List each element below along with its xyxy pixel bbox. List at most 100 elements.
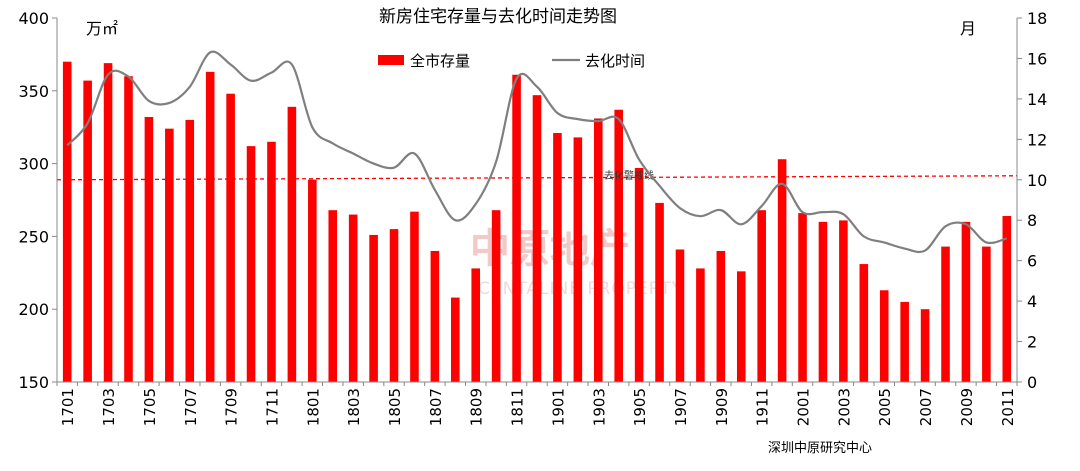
left-tick-label: 300 (18, 155, 49, 174)
reference-line-label: 去化警戒线 (604, 169, 654, 182)
bar-1907 (675, 249, 685, 382)
x-tick-label: 1907 (672, 388, 690, 426)
right-tick-label: 14 (1027, 90, 1047, 109)
bar-2010 (982, 246, 991, 382)
legend-label-line: 去化时间 (585, 52, 645, 70)
bar-1712 (287, 106, 297, 382)
bar-1710 (246, 146, 256, 382)
legend-label-bar: 全市存量 (410, 52, 470, 70)
bar-1705 (144, 117, 154, 382)
bar-1906 (655, 202, 664, 382)
x-tick-label: 2009 (958, 388, 976, 426)
bar-1804 (369, 234, 378, 382)
bar-2009 (961, 221, 971, 382)
legend: 全市存量 去化时间 (378, 52, 645, 70)
bar-1702 (83, 80, 92, 383)
bar-2006 (900, 301, 909, 382)
right-tick-label: 2 (1027, 333, 1037, 352)
left-axis-unit: 万㎡ (86, 19, 118, 38)
bar-1806 (410, 211, 419, 382)
x-tick-label: 1909 (713, 388, 731, 426)
bars-group (62, 61, 1012, 383)
bar-1901 (553, 133, 562, 382)
right-tick-label: 8 (1027, 211, 1037, 230)
bar-1802 (328, 210, 338, 382)
bar-1707 (185, 119, 195, 383)
bar-1910 (736, 271, 746, 382)
left-tick-label: 350 (18, 82, 49, 101)
bar-1803 (348, 214, 358, 382)
right-tick-label: 10 (1027, 171, 1047, 190)
x-tick-label: 1701 (59, 388, 77, 426)
x-tick-label: 2011 (999, 388, 1017, 426)
bar-1708 (205, 71, 215, 383)
bar-1807 (430, 250, 440, 382)
x-tick-label: 1807 (427, 388, 445, 426)
x-tick-label: 1809 (468, 388, 486, 426)
bar-1810 (491, 210, 501, 382)
x-tick-label: 1711 (263, 388, 281, 426)
labels-group: 新房住宅存量与去化时间走势图 万㎡ 月 深圳中原研究中心 (86, 7, 976, 456)
bar-1711 (267, 141, 276, 382)
right-axis-unit: 月 (960, 19, 976, 38)
line-series-去化时间 (66, 50, 1008, 254)
x-tick-label: 1707 (182, 388, 200, 426)
x-tick-label: 1801 (304, 388, 322, 426)
source-note: 深圳中原研究中心 (768, 441, 872, 456)
x-tick-label: 1903 (590, 388, 608, 426)
bar-1905 (634, 167, 644, 382)
bar-2005 (879, 290, 889, 382)
x-tick-label: 1901 (549, 388, 567, 426)
right-tick-label: 16 (1027, 49, 1047, 68)
bar-2002 (818, 221, 828, 382)
axes-group: 150 200 250 300 350 400 0 2 4 6 8 10 12 14 16 18 1701 170… (18, 9, 1047, 426)
bar-1701 (62, 61, 72, 383)
left-tick-label: 250 (18, 227, 49, 246)
x-tick-label: 2003 (835, 388, 853, 426)
chart-title: 新房住宅存量与去化时间走势图 (379, 7, 617, 27)
bar-2008 (941, 246, 950, 382)
bar-1706 (165, 128, 174, 382)
reference-line (56, 175, 1018, 181)
legend-swatch-bar (378, 55, 404, 65)
bar-1809 (471, 268, 481, 382)
x-tick-label: 1811 (509, 388, 527, 426)
x-tick-label: 1905 (631, 388, 649, 426)
x-tick-label: 2007 (917, 388, 935, 426)
bar-1801 (308, 179, 317, 382)
bar-2003 (839, 220, 848, 382)
bar-1709 (226, 93, 235, 383)
x-tick-label: 1805 (386, 388, 404, 426)
bar-1902 (573, 137, 583, 382)
line-series-group (66, 50, 1008, 254)
bar-1909 (716, 250, 726, 382)
bar-1912 (777, 159, 787, 382)
x-tick-label: 1705 (141, 388, 159, 426)
bar-1908 (696, 268, 705, 382)
reference-line-group: 去化警戒线 (56, 169, 1018, 182)
x-tick-label: 1709 (223, 388, 241, 426)
left-tick-label: 400 (18, 9, 49, 28)
x-tick-label: 2001 (795, 388, 813, 426)
x-tick-label: 1803 (345, 388, 363, 426)
bar-1811 (512, 74, 521, 382)
right-tick-label: 12 (1027, 130, 1047, 149)
x-tick-label: 1911 (754, 388, 772, 426)
bar-2011 (1002, 216, 1012, 382)
right-tick-label: 4 (1027, 292, 1037, 311)
bar-1903 (593, 118, 603, 383)
bar-1911 (757, 210, 766, 382)
left-tick-label: 150 (18, 373, 49, 392)
bar-1703 (103, 63, 113, 382)
x-tick-label: 1703 (100, 388, 118, 426)
bar-1812 (532, 95, 542, 383)
bar-2001 (798, 213, 807, 382)
left-tick-label: 200 (18, 300, 49, 319)
bar-1704 (124, 76, 133, 383)
bar-1805 (389, 229, 399, 382)
right-tick-label: 18 (1027, 9, 1047, 28)
bar-1808 (451, 297, 460, 382)
x-tick-label: 2005 (876, 388, 894, 426)
